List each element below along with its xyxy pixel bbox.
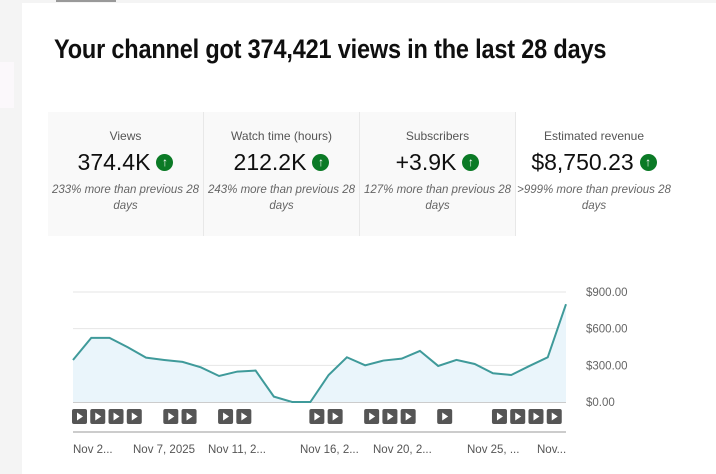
video-marker[interactable] — [236, 409, 252, 424]
video-marker[interactable] — [163, 409, 179, 424]
play-icon — [515, 412, 522, 421]
x-tick-label: Nov 25, ... — [467, 444, 519, 456]
play-icon — [551, 412, 558, 421]
video-marker[interactable] — [126, 409, 142, 424]
play-icon — [186, 412, 193, 421]
play-icon — [496, 412, 503, 421]
area-fill — [73, 304, 566, 402]
x-tick-label: Nov 2... — [73, 444, 113, 456]
y-tick-label: $0.00 — [586, 397, 615, 409]
arrow-up-icon: ↑ — [462, 154, 480, 171]
play-icon — [131, 412, 138, 421]
x-tick-label: Nov 7, 2025 — [133, 444, 195, 456]
metric-card-estimated-revenue[interactable]: Estimated revenue $8,750.23 ↑ >999% more … — [516, 112, 672, 236]
video-marker[interactable] — [546, 409, 562, 424]
metric-label: Subscribers — [405, 129, 470, 143]
video-marker[interactable] — [90, 409, 106, 424]
video-marker[interactable] — [510, 409, 526, 424]
video-marker[interactable] — [400, 409, 416, 424]
play-icon — [241, 412, 248, 421]
metric-label: Estimated revenue — [543, 129, 645, 143]
video-marker[interactable] — [528, 409, 544, 424]
play-icon — [332, 412, 339, 421]
metric-card-watch-time-hours[interactable]: Watch time (hours) 212.2K ↑ 243% more tha… — [204, 112, 360, 236]
play-icon — [314, 412, 321, 421]
metric-value: 374.4K — [77, 149, 151, 175]
metric-delta: 127% more than previous 28 days — [363, 184, 512, 212]
video-marker[interactable] — [218, 409, 234, 424]
play-icon — [168, 412, 175, 421]
metric-card-subscribers[interactable]: Subscribers +3.9K ↑ 127% more than previo… — [360, 112, 516, 236]
y-tick-label: $600.00 — [586, 324, 628, 336]
play-icon — [77, 412, 83, 421]
revenue-line — [72, 303, 567, 403]
play-icon — [405, 412, 412, 421]
video-marker[interactable] — [309, 409, 325, 424]
video-marker[interactable] — [491, 409, 507, 424]
play-icon — [442, 412, 449, 421]
x-tick-label: Nov... — [537, 444, 566, 456]
video-marker[interactable] — [72, 409, 87, 424]
arrow-up-icon: ↑ — [156, 154, 174, 171]
play-icon — [533, 412, 540, 421]
play-icon — [95, 412, 102, 421]
arrow-up-icon: ↑ — [639, 154, 657, 171]
metric-delta: 233% more than previous 28 days — [51, 184, 200, 212]
video-marker[interactable] — [108, 409, 124, 424]
y-tick-label: $300.00 — [586, 360, 628, 372]
video-marker[interactable] — [437, 409, 453, 424]
y-tick-label: $900.00 — [586, 287, 628, 299]
metric-value: 212.2K — [233, 149, 307, 175]
metric-card-views[interactable]: Views 374.4K ↑ 233% more than previous 28… — [48, 112, 204, 236]
metric-cards: Views 374.4K ↑ 233% more than previous 28… — [48, 112, 672, 236]
video-marker[interactable] — [364, 409, 380, 424]
play-icon — [387, 412, 394, 421]
video-marker[interactable] — [181, 409, 197, 424]
page-title: Your channel got 374,421 views in the la… — [54, 34, 607, 64]
metric-label: Views — [109, 129, 142, 143]
metric-delta: >999% more than previous 28 days — [517, 184, 671, 212]
sidebar-edge — [0, 62, 14, 108]
play-icon — [113, 412, 120, 421]
video-marker[interactable] — [327, 409, 343, 424]
video-marker[interactable] — [382, 409, 398, 424]
metric-value: $8,750.23 — [531, 149, 634, 175]
x-tick-label: Nov 11, 2... — [208, 444, 266, 456]
metric-delta: 243% more than previous 28 days — [207, 184, 356, 212]
x-tick-label: Nov 16, 2... — [300, 444, 359, 456]
tab-indicator — [56, 0, 116, 2]
metric-value: +3.9K — [395, 149, 457, 175]
x-tick-label: Nov 20, 2... — [373, 444, 432, 456]
play-icon — [369, 412, 376, 421]
play-icon — [223, 412, 230, 421]
arrow-up-icon: ↑ — [312, 154, 330, 171]
metric-label: Watch time (hours) — [231, 129, 332, 143]
